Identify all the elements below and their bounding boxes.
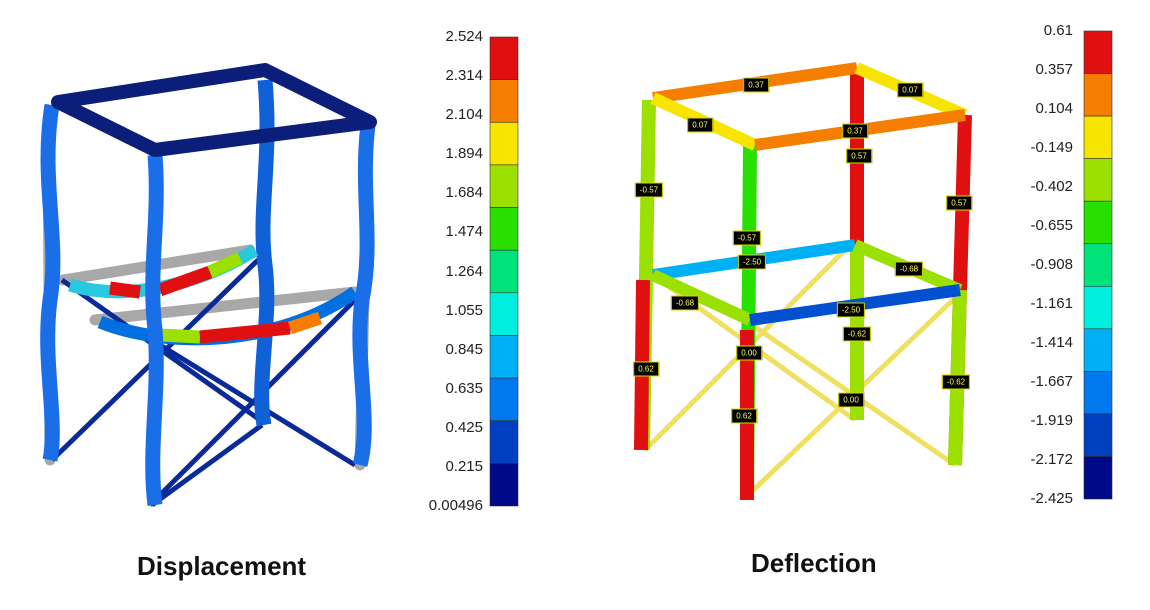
deflection-value-tag: 0.37 (743, 77, 769, 93)
brace (150, 337, 357, 468)
colorbar-segment (489, 249, 519, 294)
deflection-value-tag: 0.62 (731, 408, 757, 424)
deflection-value-tag: 0.57 (846, 148, 872, 164)
beam-segment (109, 281, 141, 299)
colorbar-segment (489, 292, 519, 336)
deflection-value-tag: 0.07 (897, 82, 923, 98)
colorbar-tick-label: 0.425 (445, 418, 483, 436)
colorbar-tick-label: 0.215 (445, 457, 483, 475)
colorbar-segment (1083, 328, 1113, 372)
colorbar-segment (1083, 456, 1113, 500)
colorbar-tick-label: 2.314 (445, 67, 483, 85)
deflection-value-tag: 0.00 (736, 345, 762, 361)
deflection-panel: 0.37 0.07 0.07 0.37 0.57 -0.57 0.57 -0.57 -2.50 -… (575, 0, 1150, 610)
deflection-value-tag: -0.62 (941, 374, 971, 390)
colorbar-segment (489, 79, 519, 123)
displacement-colorbar (489, 36, 519, 507)
colorbar-segment (1083, 243, 1113, 287)
colorbar-segment (1083, 115, 1113, 159)
deflection-value-tag: 0.07 (687, 117, 713, 133)
colorbar-tick-label: -0.655 (1030, 217, 1073, 234)
deflection-value-tag: 0.62 (633, 361, 659, 377)
beam-segment (199, 321, 291, 344)
deflection-value-tag: -0.68 (894, 261, 924, 277)
colorbar-tick-label: 1.474 (445, 223, 483, 241)
colorbar-tick-label: 1.264 (445, 262, 483, 280)
colorbar-segment (1083, 158, 1113, 202)
colorbar-tick-label: -1.919 (1030, 412, 1073, 429)
beam-left-bottom (650, 269, 753, 326)
colorbar-tick-label: -1.414 (1030, 334, 1073, 351)
colorbar-tick-label: 0.61 (1043, 22, 1073, 39)
deflection-value-tag: -2.50 (737, 254, 767, 270)
deflection-value-tag: -2.50 (836, 302, 866, 318)
colorbar-segment (489, 121, 519, 166)
colorbar-segment (1083, 30, 1113, 74)
colorbar-segment (489, 207, 519, 251)
colorbar-segment (1083, 200, 1113, 245)
colorbar-segment (489, 463, 519, 507)
colorbar-segment (489, 420, 519, 464)
colorbar-tick-label: -0.149 (1030, 139, 1073, 156)
displacement-panel: 2.524 2.314 2.104 1.894 1.684 1.474 1.264 1.055… (40, 28, 519, 581)
beam-segment (287, 311, 323, 335)
deflection-value-tag: 0.57 (946, 195, 972, 211)
deflection-colorbar (1083, 30, 1113, 500)
colorbar-tick-label: 2.104 (445, 106, 483, 124)
colorbar-tick-label: -2.425 (1030, 490, 1073, 507)
colorbar-tick-label: -0.908 (1030, 256, 1073, 273)
deflection-value-tag: -0.57 (732, 230, 762, 246)
colorbar-tick-label: 2.524 (445, 28, 483, 45)
deflection-value-tag: -0.57 (634, 182, 664, 198)
colorbar-segment (1083, 285, 1113, 330)
beam-segment (159, 328, 201, 344)
colorbar-segment (1083, 413, 1113, 457)
undeformed-beam-front (89, 286, 361, 326)
deflection-value-tag: 0.37 (842, 123, 868, 139)
deflection-value-tag: -0.68 (670, 295, 700, 311)
brace (150, 422, 264, 508)
deflection-value-tag: 0.00 (838, 392, 864, 408)
deflection-caption: Deflection (751, 548, 877, 578)
colorbar-tick-label: -0.402 (1030, 178, 1073, 195)
colorbar-tick-label: 0.104 (1035, 100, 1073, 117)
colorbar-tick-label: 1.055 (445, 301, 483, 319)
colorbar-segment (1083, 371, 1113, 415)
colorbar-segment (489, 164, 519, 208)
displacement-frame-model (40, 63, 377, 508)
displacement-caption: Displacement (137, 551, 307, 581)
colorbar-tick-label: 0.635 (445, 379, 483, 397)
colorbar-segment (489, 335, 519, 379)
column-right (352, 124, 376, 467)
colorbar-tick-label: 0.357 (1035, 61, 1073, 78)
colorbar-segment (489, 377, 519, 422)
colorbar-tick-label: 0.00496 (428, 497, 483, 514)
deflection-value-tag: -0.62 (842, 326, 872, 342)
colorbar-tick-label: -1.161 (1030, 295, 1073, 312)
colorbar-segment (1083, 73, 1113, 117)
colorbar-tick-label: 1.684 (445, 184, 483, 202)
column-left (40, 103, 61, 462)
beam-segment (157, 265, 213, 297)
column-back-right (254, 79, 275, 427)
colorbar-tick-label: -2.172 (1030, 451, 1073, 468)
colorbar-tick-label: 0.845 (445, 340, 483, 358)
column-front (145, 154, 164, 506)
colorbar-segment (489, 36, 519, 80)
beam-segment (207, 252, 243, 278)
colorbar-tick-label: 1.894 (445, 145, 483, 163)
colorbar-tick-label: -1.667 (1030, 373, 1073, 390)
top-frame (51, 63, 377, 157)
